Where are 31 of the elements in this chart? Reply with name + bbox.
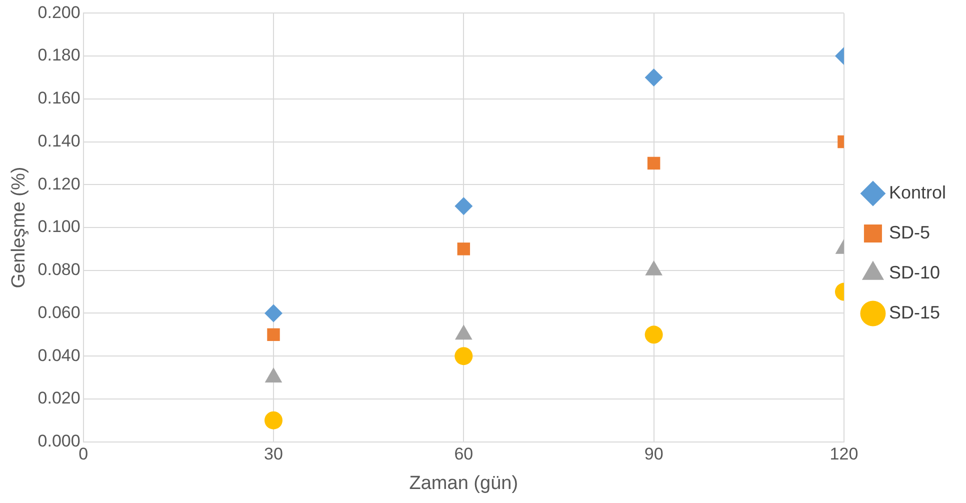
y-tick-label: 0.120 [38,174,80,194]
x-tick-label: 0 [78,444,88,464]
y-tick-label: 0.000 [38,431,80,450]
y-tick-label: 0.040 [38,346,80,365]
legend-label: SD-5 [888,222,930,242]
point [644,326,663,344]
y-tick-label: 0.140 [38,131,80,150]
y-tick-label: 0.060 [38,302,80,322]
y-tick-label: 0.100 [38,217,80,236]
point [647,156,660,170]
point [454,197,473,216]
y-axis-title: Genleşme (%) [8,166,30,288]
legend-label: Kontrol [888,182,946,202]
y-tick-label: 0.180 [38,46,80,65]
x-tick-label: 30 [264,444,283,464]
point [267,328,280,342]
point [457,242,470,256]
x-axis-title: Zaman (gün) [409,472,518,494]
x-tick-label: 60 [454,444,474,464]
legend-label: SD-10 [888,262,940,282]
x-tick-label: 120 [830,444,858,464]
x-tick-label: 90 [644,444,664,464]
y-tick-label: 0.200 [38,2,80,22]
point [454,347,473,366]
y-tick-label: 0.080 [38,260,80,280]
legend-label: SD-15 [888,302,940,322]
point [264,304,282,322]
point [264,411,282,430]
point [644,68,663,86]
y-tick-label: 0.020 [38,388,80,408]
y-tick-label: 0.160 [38,88,80,108]
